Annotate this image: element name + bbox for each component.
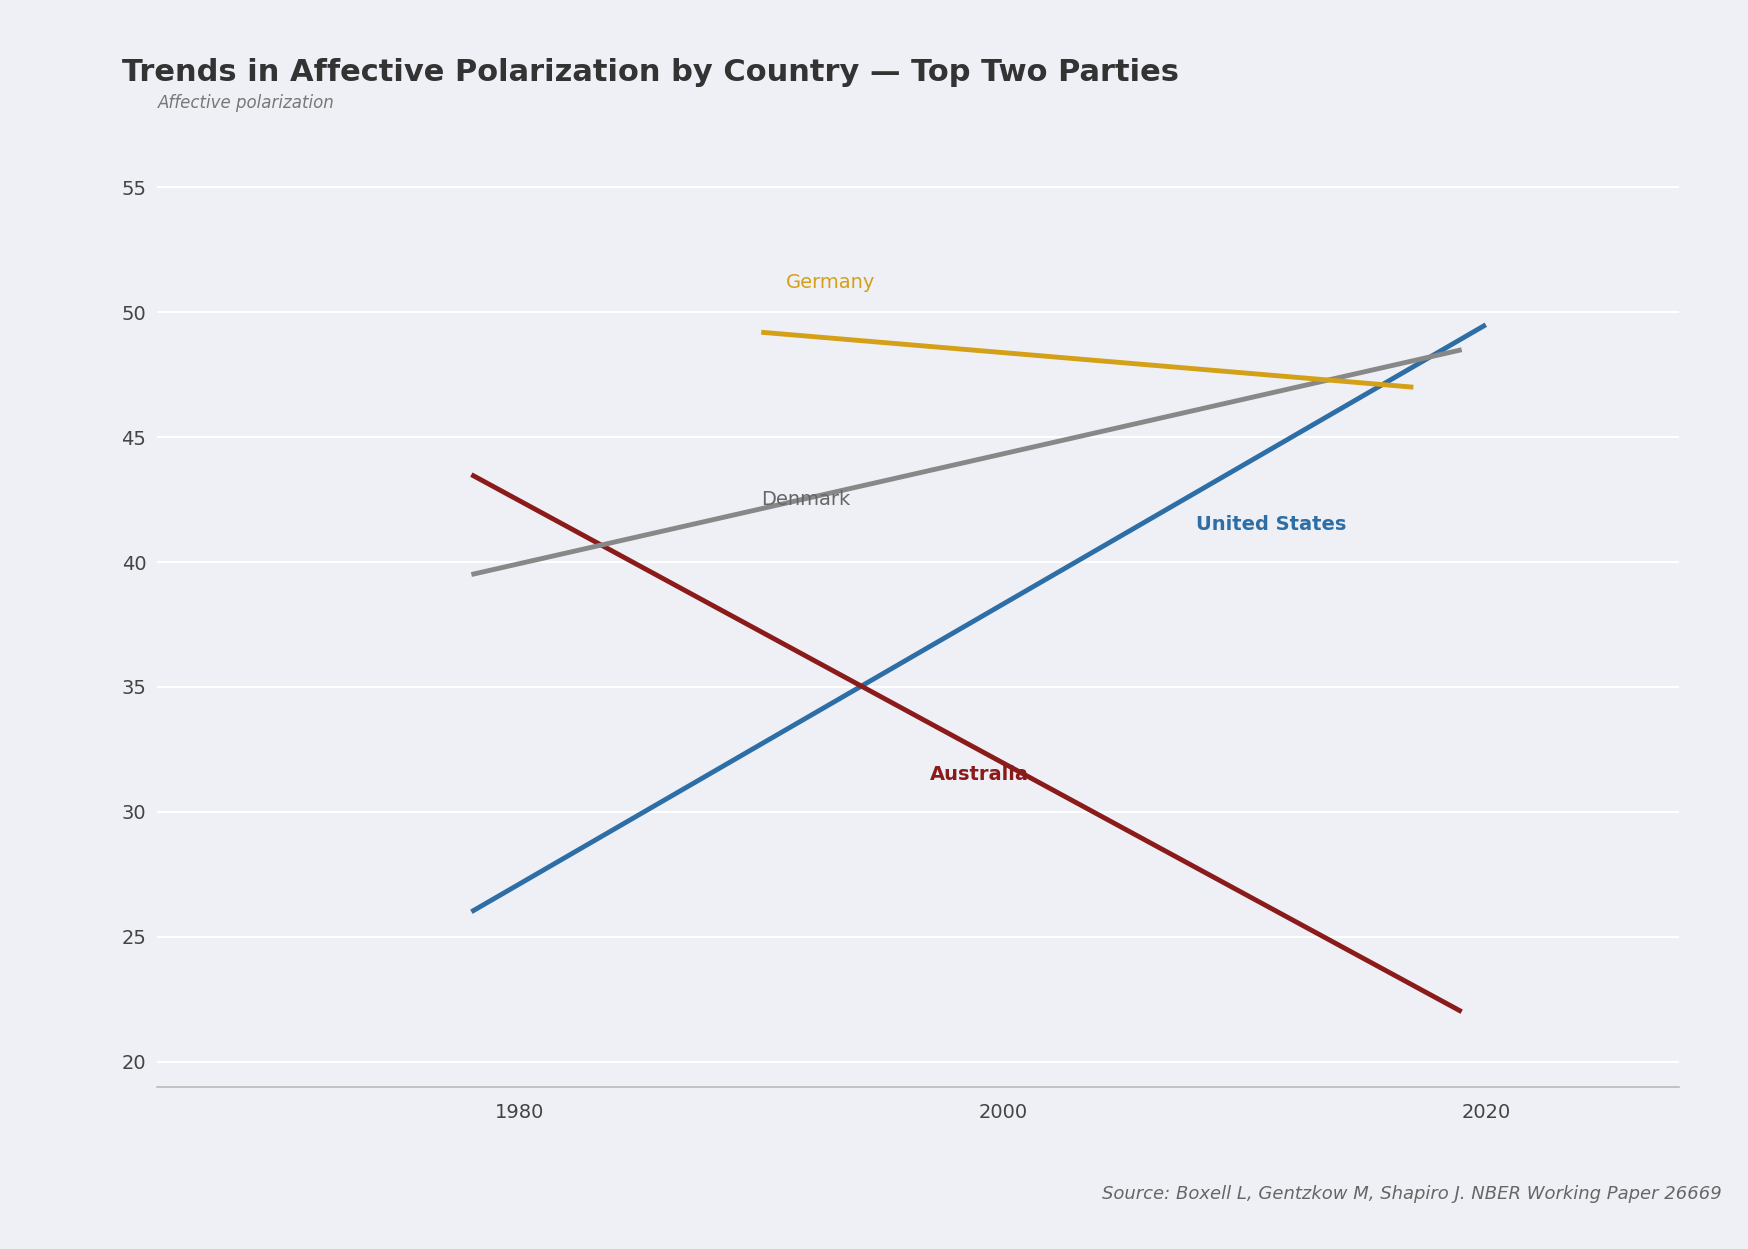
Text: Denmark: Denmark — [760, 490, 850, 510]
Text: Trends in Affective Polarization by Country — Top Two Parties: Trends in Affective Polarization by Coun… — [122, 59, 1178, 87]
Text: Australia: Australia — [930, 764, 1030, 784]
Text: Affective polarization: Affective polarization — [157, 95, 334, 112]
Text: Source: Boxell L, Gentzkow M, Shapiro J. NBER Working Paper 26669: Source: Boxell L, Gentzkow M, Shapiro J.… — [1101, 1185, 1720, 1203]
Text: Germany: Germany — [785, 272, 874, 292]
Text: United States: United States — [1196, 515, 1346, 535]
